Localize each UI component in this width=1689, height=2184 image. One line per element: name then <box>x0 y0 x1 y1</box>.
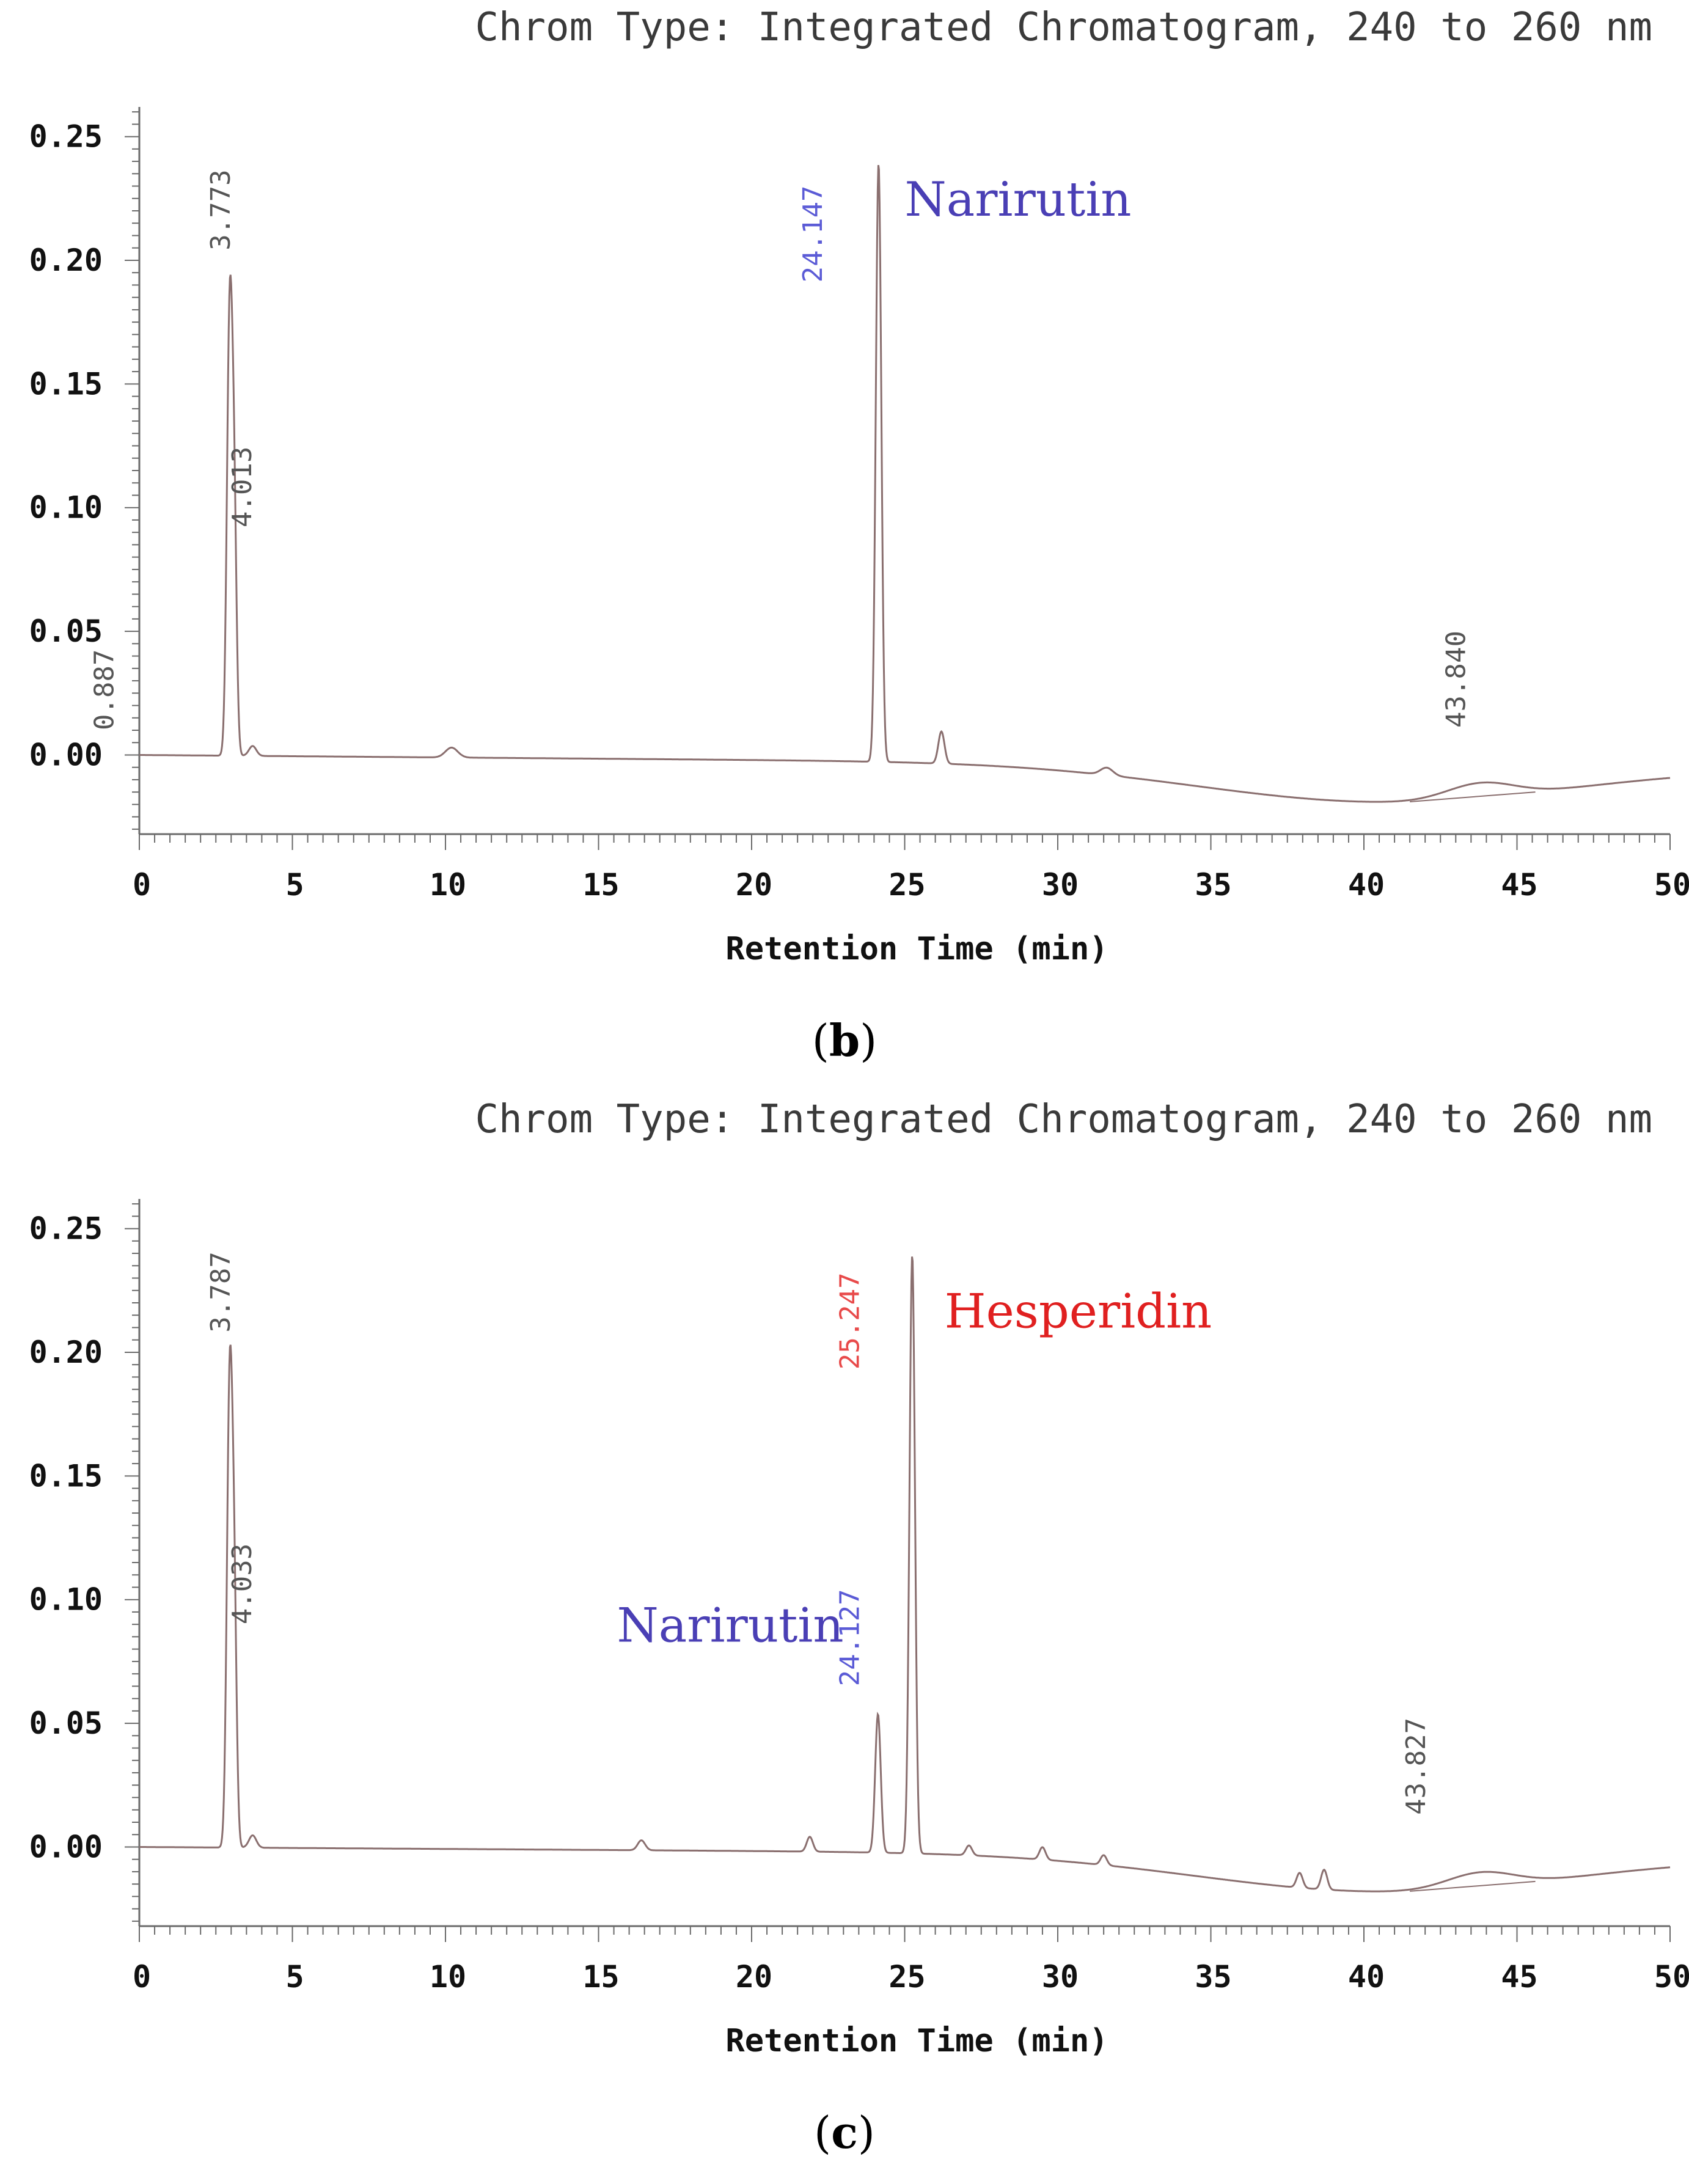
x-tick-label: 0 <box>133 1959 151 1995</box>
y-tick-label: 0.05 <box>29 614 103 649</box>
peak-rt-label: 24.147 <box>797 185 829 282</box>
peak-rt-label: 25.247 <box>834 1272 865 1369</box>
x-tick-label: 35 <box>1195 867 1231 903</box>
compound-label: Narirutin <box>905 172 1132 227</box>
y-tick-label: 0.20 <box>29 243 103 278</box>
x-tick-label: 25 <box>888 867 925 903</box>
y-tick-label: 0.15 <box>29 1458 103 1493</box>
peak-rt-label: 4.033 <box>227 1544 258 1624</box>
y-tick-label: 0.00 <box>29 737 103 772</box>
x-tick-label: 20 <box>736 1959 772 1995</box>
panel-letter: b <box>829 1014 860 1066</box>
peak-rt-label: 4.013 <box>227 447 258 527</box>
peak-rt-label: 0.887 <box>89 650 120 730</box>
x-tick-label: 0 <box>133 867 151 903</box>
y-tick-label: 0.15 <box>29 366 103 401</box>
chromatogram-panel-b: Chrom Type: Integrated Chromatogram, 240… <box>29 5 1689 1066</box>
x-tick-label: 50 <box>1654 867 1689 903</box>
x-tick-label: 10 <box>430 1959 466 1995</box>
peak-rt-label: 43.840 <box>1440 631 1471 728</box>
chromatogram-plot-b: 0.00 0.05 0.10 0.15 0.20 0.25 0 5 10 15 20 25 30 35 40… <box>29 107 1689 967</box>
chromatogram-trace <box>139 1256 1671 1893</box>
x-tick-label: 5 <box>285 867 304 903</box>
peak-rt-label: 24.127 <box>834 1589 865 1686</box>
integration-baseline <box>1410 1880 1536 1892</box>
chromatogram-trace <box>139 164 1671 803</box>
x-tick-label: 30 <box>1042 1959 1079 1995</box>
x-tick-label: 45 <box>1501 1959 1537 1995</box>
y-tick-label: 0.00 <box>29 1829 103 1864</box>
x-tick-label: 40 <box>1348 1959 1385 1995</box>
x-tick-label: 20 <box>736 867 772 903</box>
compound-label: Hesperidin <box>945 1284 1212 1339</box>
y-tick-label: 0.10 <box>29 490 103 526</box>
panel-caption: (c) <box>813 2106 876 2158</box>
panel-caption: (b) <box>812 1014 877 1066</box>
chart-title: Chrom Type: Integrated Chromatogram, 240… <box>475 5 1652 50</box>
peak-rt-label: 3.773 <box>205 169 236 250</box>
integration-baseline <box>1410 791 1536 802</box>
y-tick-label: 0.05 <box>29 1706 103 1741</box>
x-tick-label: 40 <box>1348 867 1385 903</box>
x-axis-title: Retention Time (min) <box>725 2023 1108 2059</box>
compound-label: Narirutin <box>617 1599 844 1654</box>
x-tick-label: 35 <box>1195 1959 1231 1995</box>
y-tick-label: 0.10 <box>29 1582 103 1618</box>
x-tick-label: 50 <box>1654 1959 1689 1995</box>
y-tick-label: 0.25 <box>29 119 103 155</box>
panel-letter: c <box>831 2106 858 2158</box>
x-tick-label: 10 <box>430 867 466 903</box>
x-tick-label: 45 <box>1501 867 1537 903</box>
peak-rt-label: 3.787 <box>205 1251 236 1332</box>
x-axis-title: Retention Time (min) <box>725 931 1108 967</box>
chart-title: Chrom Type: Integrated Chromatogram, 240… <box>475 1097 1652 1142</box>
chromatogram-panel-c: Chrom Type: Integrated Chromatogram, 240… <box>0 1092 1689 2184</box>
x-tick-label: 5 <box>285 1959 304 1995</box>
x-tick-label: 25 <box>888 1959 925 1995</box>
x-tick-label: 30 <box>1042 867 1079 903</box>
chromatogram-plot-c: 0.00 0.05 0.10 0.15 0.20 0.25 0 5 10 15 20 25 30 35 40… <box>29 1199 1689 2059</box>
y-tick-label: 0.25 <box>29 1211 103 1247</box>
x-tick-label: 15 <box>582 867 619 903</box>
x-tick-label: 15 <box>582 1959 619 1995</box>
peak-rt-label: 43.827 <box>1401 1718 1432 1815</box>
y-tick-label: 0.20 <box>29 1335 103 1370</box>
